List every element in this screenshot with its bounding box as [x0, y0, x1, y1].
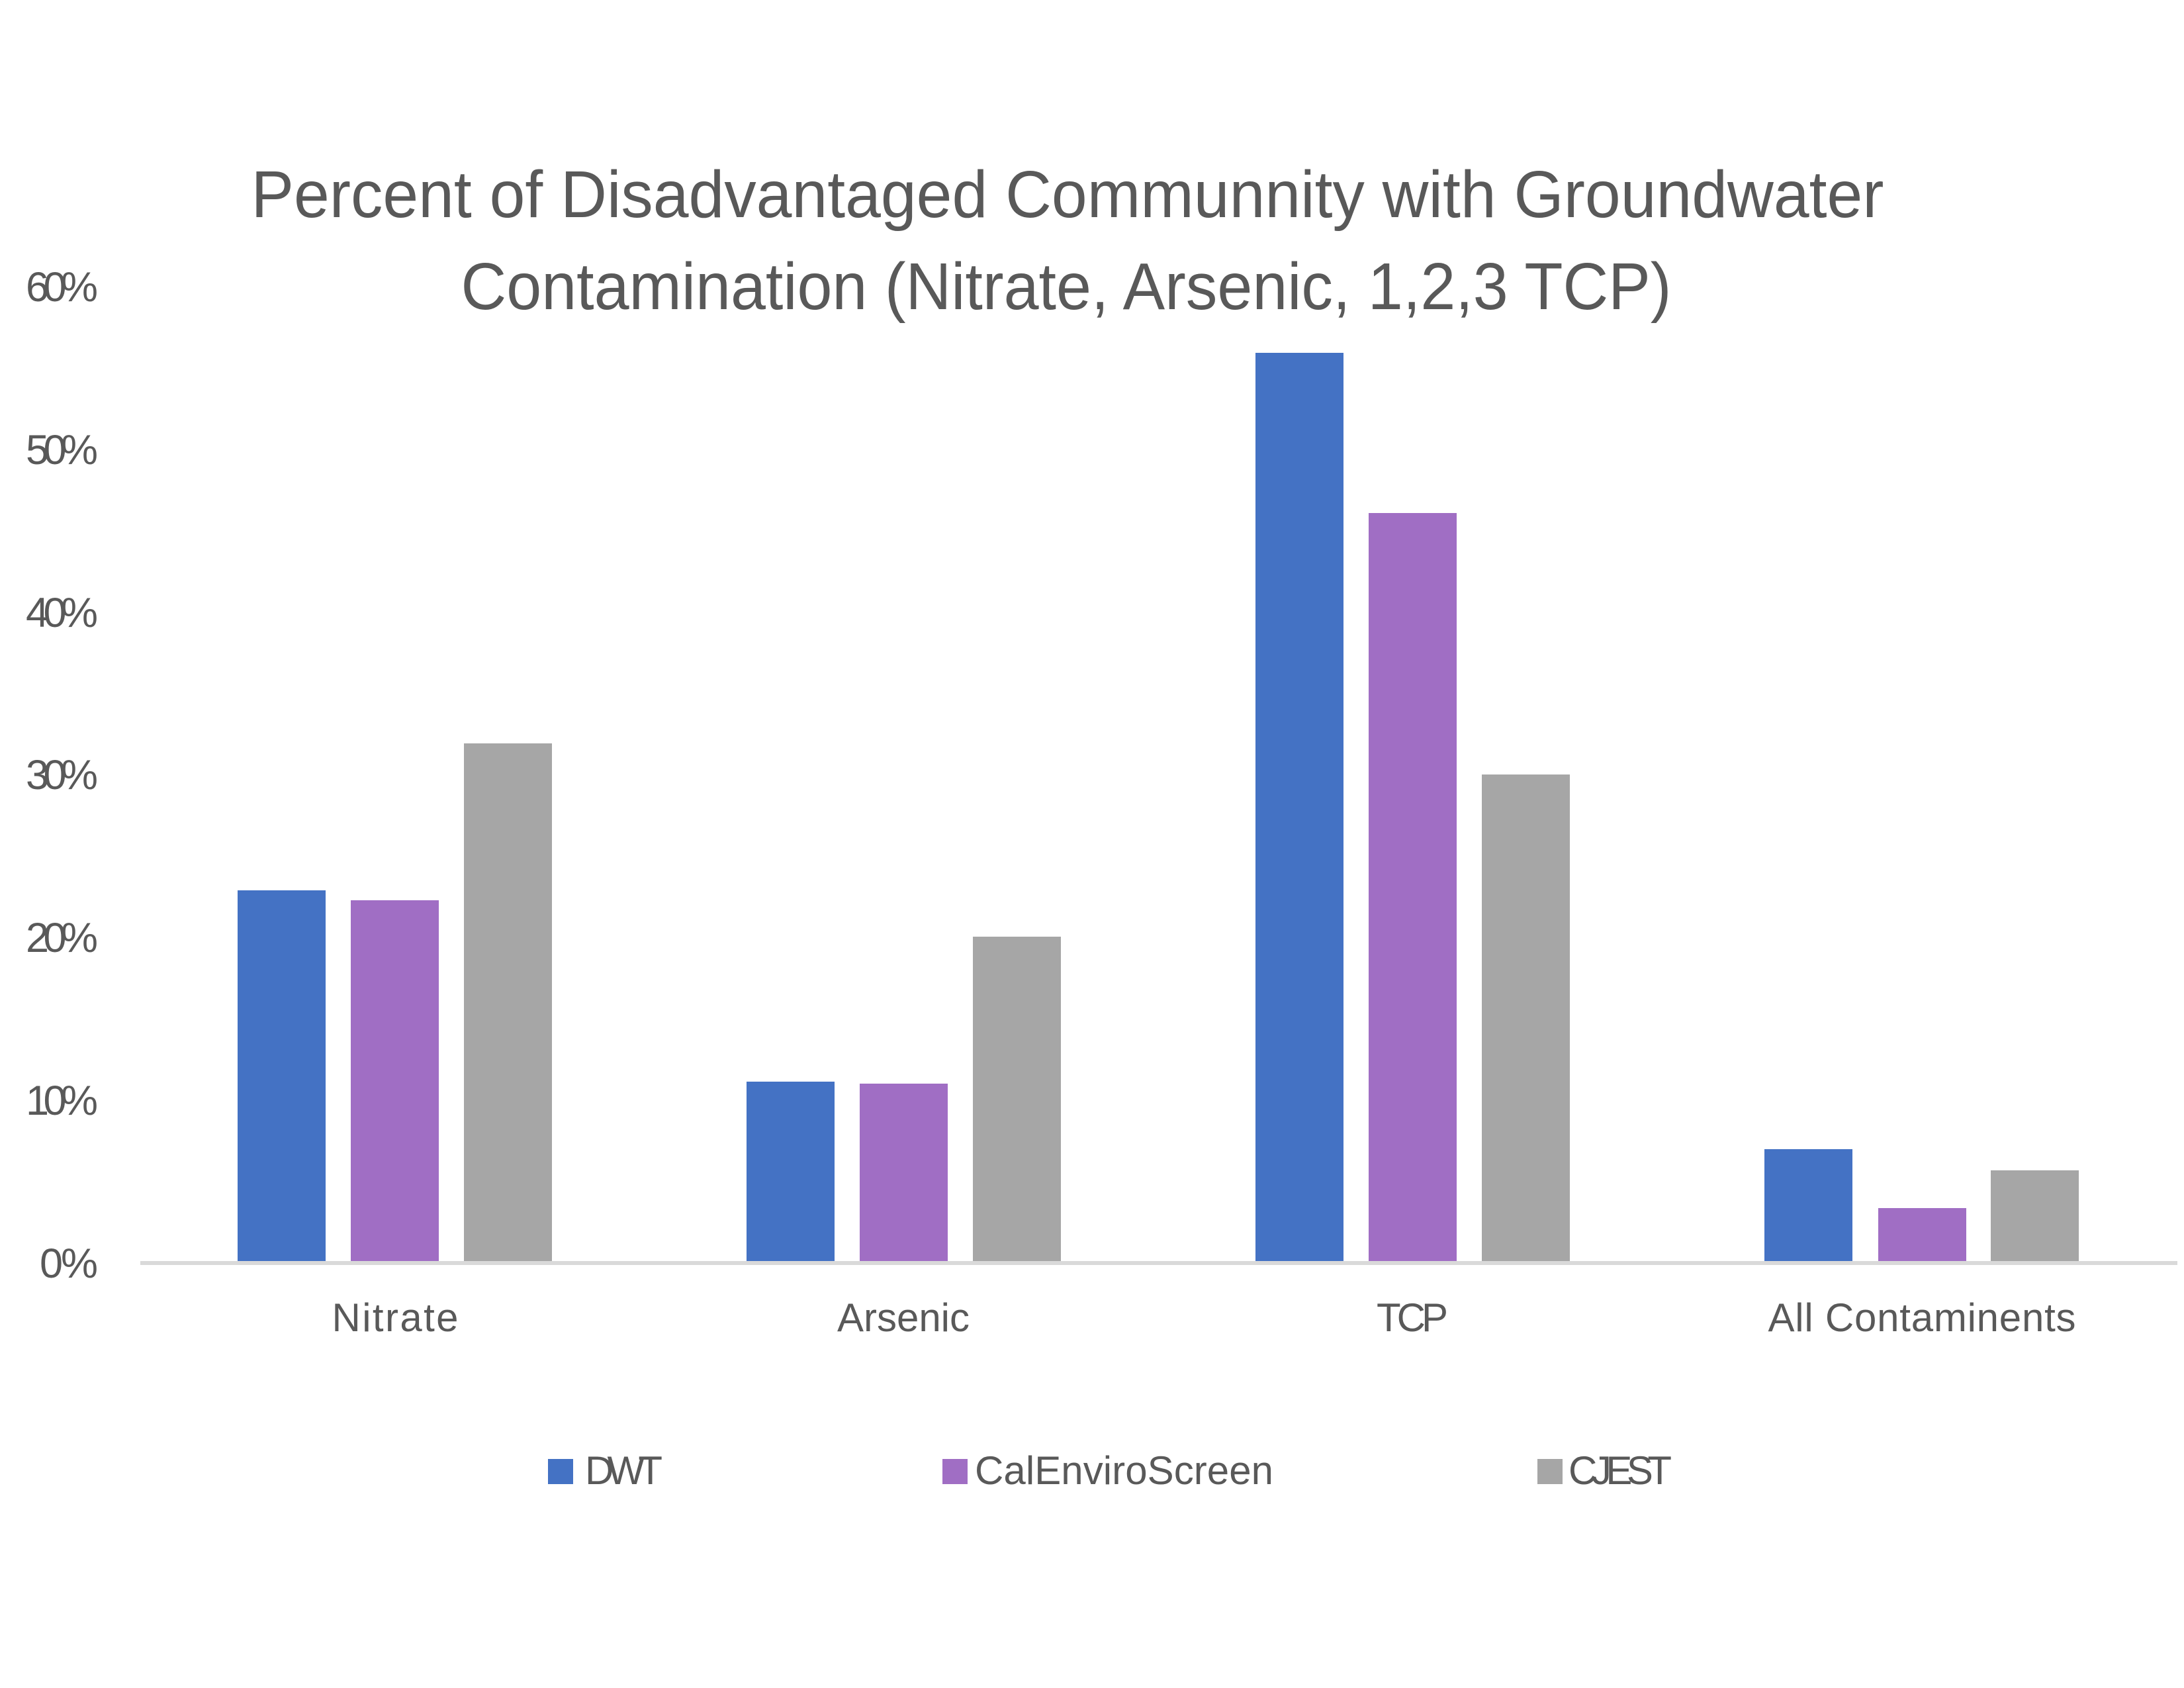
- svg-text:0%: 0%: [40, 1241, 98, 1287]
- svg-text:Nitrate: Nitrate: [332, 1295, 459, 1340]
- svg-text:CJEST: CJEST: [1569, 1448, 1672, 1493]
- svg-text:TCP: TCP: [1377, 1295, 1448, 1340]
- svg-text:50%: 50%: [26, 427, 98, 473]
- svg-text:30%: 30%: [26, 752, 98, 798]
- svg-text:40%: 40%: [26, 590, 98, 636]
- svg-text:Arsenic: Arsenic: [837, 1295, 970, 1340]
- svg-text:Percent of Disadvantaged Commu: Percent of Disadvantaged Communnity with…: [251, 158, 1884, 232]
- svg-text:20%: 20%: [26, 915, 98, 961]
- svg-text:10%: 10%: [26, 1078, 98, 1124]
- svg-text:DWT: DWT: [585, 1448, 662, 1493]
- svg-text:Contamination (Nitrate, Arseni: Contamination (Nitrate, Arsenic, 1,2,3 T…: [461, 250, 1672, 324]
- svg-text:All Contaminents: All Contaminents: [1768, 1295, 2076, 1340]
- svg-text:CalEnviroScreen: CalEnviroScreen: [975, 1448, 1273, 1493]
- svg-text:60%: 60%: [26, 264, 98, 310]
